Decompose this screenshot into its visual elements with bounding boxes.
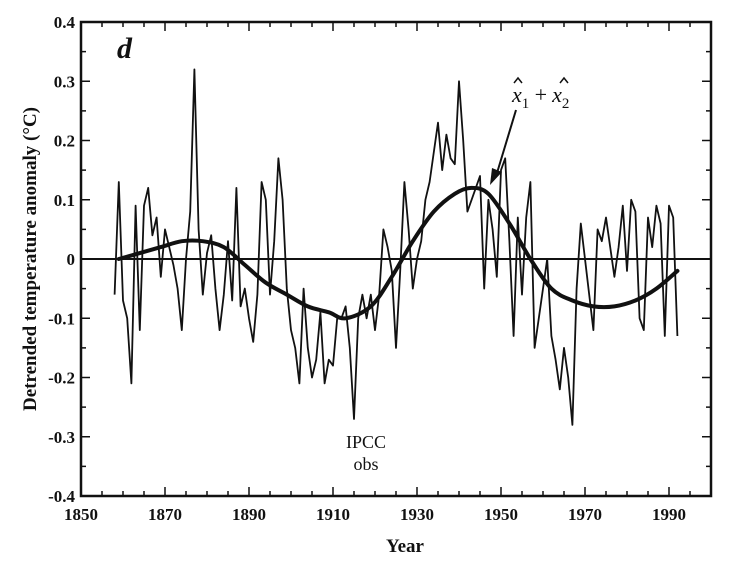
x-axis-label: Year bbox=[386, 536, 425, 557]
fit-label-x2: x bbox=[551, 82, 562, 107]
fit-label-plus: + bbox=[533, 82, 548, 107]
panel-label: d bbox=[117, 32, 133, 65]
svg-text:x1+x2: x1 + x2 bbox=[511, 82, 569, 112]
x-tick-label: 1870 bbox=[148, 505, 182, 524]
obs-annotation-line1: IPCC bbox=[346, 432, 386, 452]
fit-label-sub1: 1 bbox=[522, 96, 530, 112]
y-tick-label: 0.3 bbox=[54, 72, 75, 91]
x-tick-label: 1850 bbox=[64, 505, 98, 524]
fit-annotation-arrow bbox=[496, 109, 517, 174]
x-tick-label: 1970 bbox=[568, 505, 602, 524]
fit-hat-2 bbox=[559, 76, 569, 84]
y-tick-label: 0 bbox=[67, 250, 76, 269]
obs-annotation-line2: obs bbox=[353, 454, 378, 474]
fit-annotation-arrowhead bbox=[490, 168, 502, 185]
fit-hat-1 bbox=[513, 76, 523, 84]
x-tick-label: 1890 bbox=[232, 505, 266, 524]
y-axis-label: Detrended temperature anomaly (°C) bbox=[20, 107, 41, 411]
y-tick-label: -0.1 bbox=[48, 309, 75, 328]
x-tick-label: 1930 bbox=[400, 505, 434, 524]
fit-label-sub2: 2 bbox=[562, 96, 570, 112]
x-tick-label: 1990 bbox=[652, 505, 686, 524]
y-tick-label: -0.3 bbox=[48, 428, 75, 447]
series-fit bbox=[116, 185, 680, 321]
series-ipcc-obs bbox=[113, 68, 679, 426]
y-tick-label: 0.1 bbox=[54, 191, 75, 210]
x-tick-label: 1910 bbox=[316, 505, 350, 524]
y-tick-label: -0.4 bbox=[48, 487, 75, 506]
fit-annotation: x1 + x2 bbox=[490, 76, 569, 185]
fit-label-x1: x bbox=[511, 82, 522, 107]
y-tick-label: 0.2 bbox=[54, 132, 75, 151]
x-tick-label: 1950 bbox=[484, 505, 518, 524]
y-tick-label: -0.2 bbox=[48, 369, 75, 388]
y-tick-label: 0.4 bbox=[54, 13, 76, 32]
